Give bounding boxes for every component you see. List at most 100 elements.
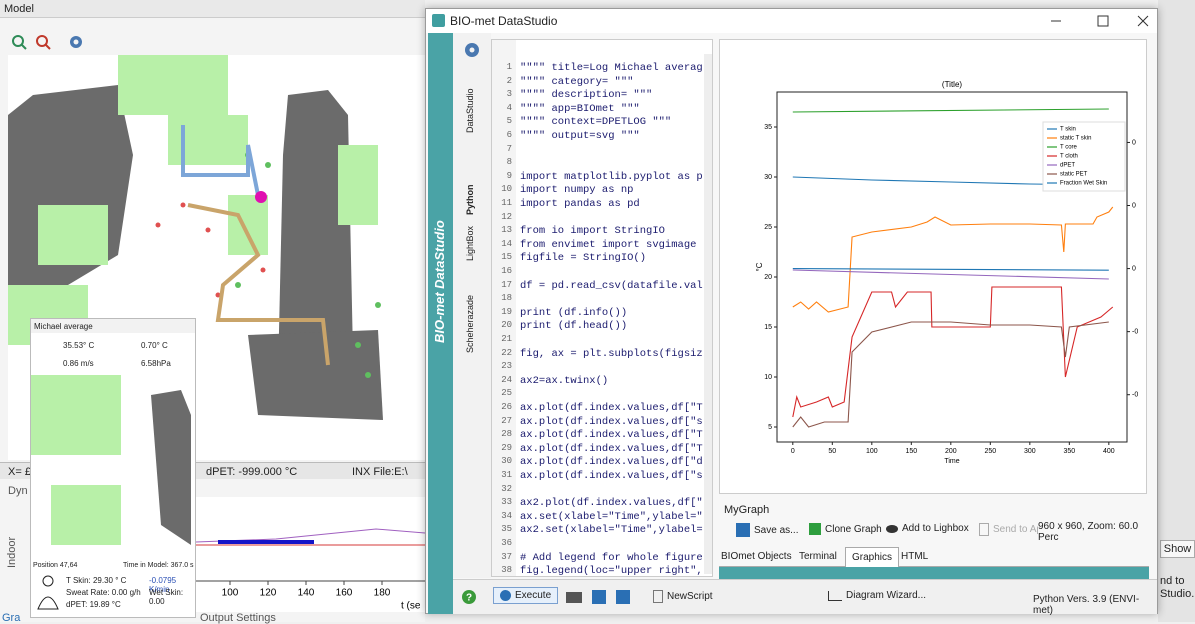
code-line: """" output=svg """ (520, 130, 640, 142)
x-tick-label: 300 (1024, 448, 1036, 455)
line-number: 30 (492, 456, 512, 466)
tab-strip: DataStudio Python LightBox Scheherazade (453, 33, 491, 578)
bottom-label: Output Settings (200, 612, 276, 624)
code-line: ax2.set(xlabel="Time",ylabel= (520, 524, 703, 536)
code-line: ax.plot(df.index.values,df["T (520, 429, 703, 441)
line-number: 25 (492, 388, 512, 398)
show-button[interactable]: Show (1160, 540, 1195, 558)
line-number: 1 (492, 62, 512, 72)
code-line: ax.plot(df.index.values,df["T (520, 402, 703, 414)
sweat: Sweat Rate: 0.00 g/h (66, 588, 141, 597)
x-tick-label: 160 (336, 588, 353, 599)
studio-text: Studio... (1160, 588, 1195, 600)
info-popup: Michael average 35.53° C 0.70° C 0.86 m/… (30, 318, 196, 618)
y2-tick-label: -0 (1132, 392, 1138, 399)
line-number: 21 (492, 334, 512, 344)
y-axis-label: °C (755, 262, 764, 271)
line-number: 19 (492, 307, 512, 317)
x-tick-label: 250 (984, 448, 996, 455)
code-line: import pandas as pd (520, 198, 640, 210)
lightbox-button[interactable]: Add to Lighbox (886, 523, 969, 534)
help-icon[interactable]: ? (461, 589, 477, 605)
line-number: 11 (492, 198, 512, 208)
line-number: 2 (492, 76, 512, 86)
line-number: 37 (492, 552, 512, 562)
legend-label: T cloth (1060, 154, 1078, 160)
popup-map (31, 375, 195, 555)
file-icons[interactable] (566, 589, 646, 605)
y-tick-label: 5 (768, 424, 772, 431)
send-text: nd to (1160, 575, 1184, 587)
line-number: 22 (492, 348, 512, 358)
y-tick-label: 20 (764, 274, 772, 281)
settings-icon[interactable] (463, 41, 481, 59)
newscript-button[interactable]: NewScript (653, 590, 713, 603)
tab[interactable]: LightBox (465, 226, 475, 261)
line-number: 14 (492, 239, 512, 249)
scrollbar[interactable] (704, 54, 712, 574)
line-number: 4 (492, 103, 512, 113)
line-number: 27 (492, 416, 512, 426)
graph-panel: (Title)Time°C050100150200250300350400510… (719, 39, 1147, 494)
code-line: df = pd.read_csv(datafile.val (520, 280, 703, 292)
execute-button[interactable]: Execute (493, 587, 558, 604)
code-line: """" title=Log Michael averag (520, 62, 703, 74)
line-number: 33 (492, 497, 512, 507)
code-line: print (df.head()) (520, 320, 627, 332)
panel-tab[interactable]: Dyn (8, 485, 28, 497)
wizard-button[interactable]: Diagram Wizard... (828, 590, 926, 601)
save-label: Save as... (754, 525, 798, 536)
teal-bar (719, 567, 1149, 579)
tab[interactable]: Scheherazade (465, 295, 475, 353)
toolbar[interactable] (10, 33, 100, 53)
tab[interactable]: Python (465, 185, 475, 216)
bottom-tab[interactable]: Gra (2, 612, 20, 624)
bottom-tab[interactable]: Graphics (845, 547, 899, 567)
wet-skin: Wet Skin: 0.00 (149, 588, 195, 606)
popup-dpet: dPET: 19.89 °C (66, 600, 121, 609)
tab[interactable]: DataStudio (465, 88, 475, 133)
bottom-tab[interactable]: HTML (901, 551, 928, 562)
sidebar: BIO-met DataStudio (428, 33, 453, 614)
line-number: 38 (492, 565, 512, 575)
window-controls[interactable] (1046, 13, 1156, 29)
line-number: 20 (492, 320, 512, 330)
line-number: 3 (492, 89, 512, 99)
air-temp: 35.53° C (63, 341, 94, 350)
model-title: Model (4, 3, 34, 15)
bottom-tab[interactable]: Terminal (799, 551, 837, 562)
y-tick-label: 10 (764, 374, 772, 381)
line-number: 28 (492, 429, 512, 439)
code-line: """" description= """ (520, 89, 652, 101)
line-number: 34 (492, 511, 512, 521)
line-number: 9 (492, 171, 512, 181)
svg-text:?: ? (466, 593, 472, 604)
save-button[interactable]: Save as... (736, 523, 798, 537)
y2-tick-label: 0 (1132, 265, 1136, 272)
legend-label: T core (1060, 145, 1078, 151)
code-line: ax2.plot(df.index.values,df[" (520, 497, 703, 509)
line-number: 12 (492, 212, 512, 222)
bottom-tab[interactable]: BIOmet Objects (721, 551, 792, 562)
code-line: """" app=BIOmet """ (520, 103, 640, 115)
clone-button[interactable]: Clone Graph (809, 523, 882, 535)
position: Position 47,64 (33, 562, 77, 569)
line-number: 36 (492, 538, 512, 548)
code-line: print (df.info()) (520, 307, 627, 319)
person-icon (35, 573, 61, 613)
code-line: ax.plot(df.index.values,df["s (520, 416, 703, 428)
status-coords: X= £ (8, 466, 31, 478)
y-tick-label: 25 (764, 224, 772, 231)
line-number: 17 (492, 280, 512, 290)
code-line: from envimet import svgimage (520, 239, 696, 251)
x-tick-label: 120 (260, 588, 277, 599)
y2-tick-label: -0 (1132, 328, 1138, 335)
legend-label: static PET (1060, 172, 1088, 178)
studio-window: BIO-met DataStudio BIO-met DataStudio Da… (425, 8, 1158, 614)
line-number: 10 (492, 184, 512, 194)
right-edge: Show nd to Studio... (1158, 0, 1195, 622)
code-line: """" context=DPETLOG """ (520, 116, 671, 128)
code-line: import numpy as np (520, 184, 633, 196)
x-tick-label: 350 (1063, 448, 1075, 455)
